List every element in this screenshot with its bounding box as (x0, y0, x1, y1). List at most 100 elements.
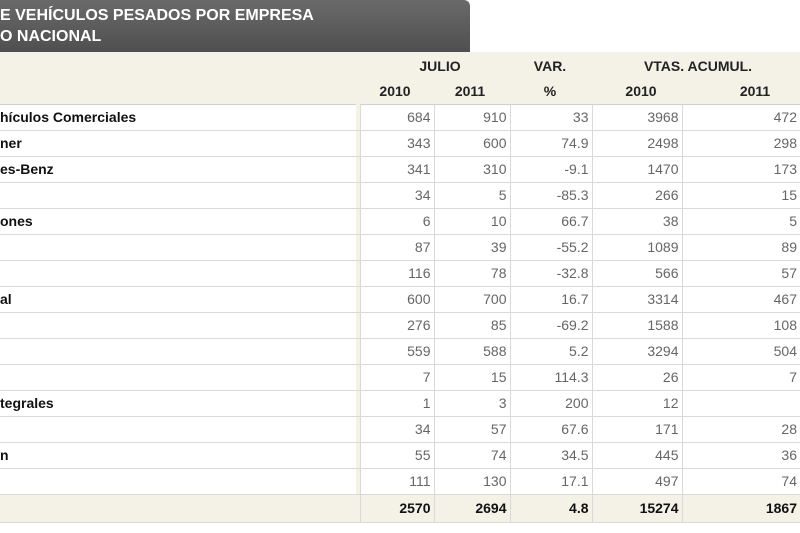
cell-jul2011: 310 (433, 156, 510, 183)
cell-jul2011: 600 (433, 130, 510, 157)
table-title: E VEHÍCULOS PESADOS POR EMPRESA O NACION… (0, 0, 470, 52)
cell-acc2011: 173 (681, 156, 800, 183)
title-line-2: O NACIONAL (0, 28, 102, 45)
row-gap (356, 208, 360, 235)
cell-acc2011: 89 (681, 234, 800, 261)
table-row: 111 130 17.1 497 74 (0, 468, 800, 495)
total-var: 4.8 (509, 494, 592, 523)
row-gap (356, 494, 360, 523)
total-jul2011: 2694 (433, 494, 510, 523)
cell-acc2010: 497 (591, 468, 682, 495)
company-name (0, 234, 356, 261)
cell-var: 114.3 (509, 364, 592, 391)
cell-acc2011: 298 (681, 130, 800, 157)
total-acc2011: 1867 (681, 494, 800, 523)
row-gap (356, 416, 360, 443)
cell-jul2010: 600 (359, 286, 434, 313)
cell-var: 67.6 (509, 416, 592, 443)
cell-acc2010: 1470 (591, 156, 682, 183)
table-row: al 600 700 16.7 3314 467 (0, 286, 800, 313)
cell-jul2010: 6 (359, 208, 434, 235)
header-julio: JULIO (419, 58, 461, 74)
cell-var: 17.1 (509, 468, 592, 495)
total-acc2010: 15274 (591, 494, 682, 523)
company-name: es-Benz (0, 156, 356, 183)
cell-acc2011: 7 (681, 364, 800, 391)
cell-var: -9.1 (509, 156, 592, 183)
company-name (0, 312, 356, 339)
row-gap (356, 234, 360, 261)
header-year-2010: 2010 (379, 83, 411, 99)
table-row: 87 39 -55.2 1089 89 (0, 234, 800, 261)
cell-jul2010: 111 (359, 468, 434, 495)
cell-jul2010: 87 (359, 234, 434, 261)
cell-acc2010: 171 (591, 416, 682, 443)
cell-acc2011: 504 (681, 338, 800, 365)
cell-jul2011: 5 (433, 182, 510, 209)
cell-var: 16.7 (509, 286, 592, 313)
cell-var: 5.2 (509, 338, 592, 365)
company-name: ones (0, 208, 356, 235)
total-row: 2570 2694 4.8 15274 1867 (0, 494, 800, 523)
row-gap (356, 260, 360, 287)
cell-var: -85.3 (509, 182, 592, 209)
table-row: tegrales 1 3 200 12 (0, 390, 800, 417)
cell-jul2011: 74 (433, 442, 510, 469)
cell-acc2011 (681, 390, 800, 417)
cell-acc2010: 12 (591, 390, 682, 417)
cell-acc2011: 15 (681, 182, 800, 209)
row-gap (356, 364, 360, 391)
table-row: 34 57 67.6 171 28 (0, 416, 800, 443)
cell-jul2011: 85 (433, 312, 510, 339)
table-header: JULIO VAR. VTAS. ACUMUL. 2010 2011 % 201… (0, 52, 800, 105)
cell-jul2010: 116 (359, 260, 434, 287)
cell-jul2010: 1 (359, 390, 434, 417)
cell-var: 66.7 (509, 208, 592, 235)
cell-jul2010: 343 (359, 130, 434, 157)
table-row: 34 5 -85.3 266 15 (0, 182, 800, 209)
cell-acc2010: 38 (591, 208, 682, 235)
cell-jul2010: 55 (359, 442, 434, 469)
title-line-1: E VEHÍCULOS PESADOS POR EMPRESA (0, 7, 314, 24)
header-year-2011: 2011 (454, 83, 486, 99)
cell-acc2010: 26 (591, 364, 682, 391)
cell-acc2011: 472 (681, 104, 800, 131)
cell-var: -32.8 (509, 260, 592, 287)
total-label (0, 494, 356, 523)
cell-acc2011: 36 (681, 442, 800, 469)
row-gap (356, 390, 360, 417)
company-name (0, 260, 356, 287)
table-row: 116 78 -32.8 566 57 (0, 260, 800, 287)
company-name: al (0, 286, 356, 313)
header-vtas-acumul: VTAS. ACUMUL. (643, 58, 753, 74)
cell-var: 200 (509, 390, 592, 417)
table-row: hículos Comerciales 684 910 33 3968 472 (0, 104, 800, 131)
row-gap (356, 442, 360, 469)
cell-acc2011: 74 (681, 468, 800, 495)
company-name: tegrales (0, 390, 356, 417)
company-name (0, 182, 356, 209)
row-gap (356, 286, 360, 313)
cell-acc2011: 5 (681, 208, 800, 235)
row-gap (356, 312, 360, 339)
row-gap (356, 468, 360, 495)
cell-jul2011: 39 (433, 234, 510, 261)
table-row: 7 15 114.3 26 7 (0, 364, 800, 391)
cell-acc2010: 3968 (591, 104, 682, 131)
total-jul2010: 2570 (359, 494, 434, 523)
table-row: ones 6 10 66.7 38 5 (0, 208, 800, 235)
cell-jul2011: 10 (433, 208, 510, 235)
company-name: hículos Comerciales (0, 104, 356, 131)
cell-acc2011: 57 (681, 260, 800, 287)
company-name (0, 416, 356, 443)
cell-var: 34.5 (509, 442, 592, 469)
cell-jul2010: 7 (359, 364, 434, 391)
sales-table: hículos Comerciales 684 910 33 3968 472 ner 343… (0, 104, 800, 523)
header-acc-2011: 2011 (739, 83, 771, 99)
table-row: 276 85 -69.2 1588 108 (0, 312, 800, 339)
table-row: ner 343 600 74.9 2498 298 (0, 130, 800, 157)
cell-jul2010: 684 (359, 104, 434, 131)
cell-acc2010: 2498 (591, 130, 682, 157)
cell-acc2010: 3314 (591, 286, 682, 313)
cell-acc2011: 28 (681, 416, 800, 443)
